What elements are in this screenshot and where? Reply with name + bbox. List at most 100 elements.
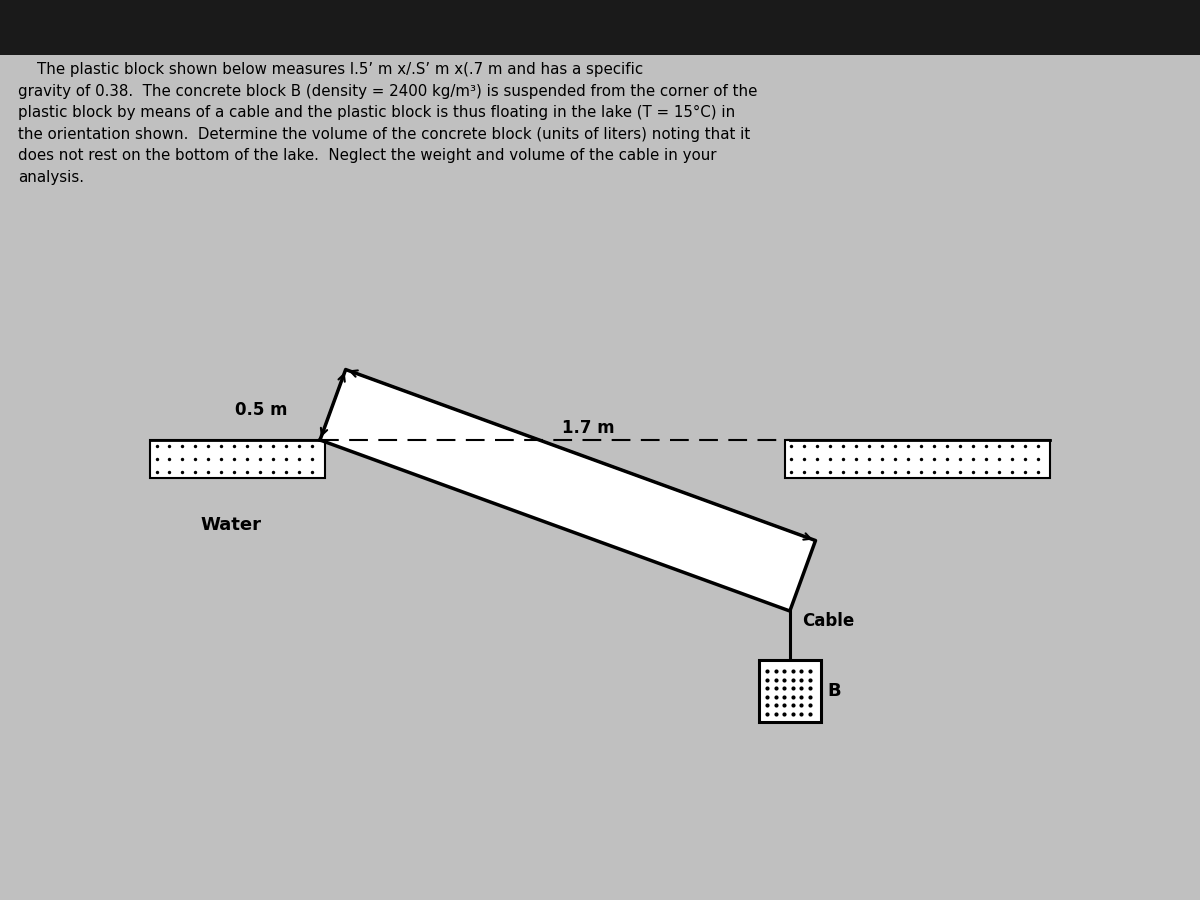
- Point: [784, 672, 803, 687]
- Point: [238, 464, 257, 479]
- Point: [186, 438, 205, 453]
- Point: [964, 451, 983, 465]
- Point: [757, 680, 776, 695]
- Point: [775, 672, 794, 687]
- Point: [912, 464, 931, 479]
- Point: [950, 451, 970, 465]
- Text: Water: Water: [200, 516, 262, 534]
- Point: [859, 464, 878, 479]
- Point: [757, 706, 776, 721]
- Point: [794, 451, 814, 465]
- Point: [1015, 464, 1034, 479]
- Point: [173, 451, 192, 465]
- Point: [977, 451, 996, 465]
- Point: [784, 680, 803, 695]
- Point: [859, 451, 878, 465]
- Point: [899, 438, 918, 453]
- Point: [899, 451, 918, 465]
- Point: [160, 438, 179, 453]
- Point: [886, 464, 905, 479]
- Point: [886, 451, 905, 465]
- Point: [859, 438, 878, 453]
- Point: [290, 451, 310, 465]
- Point: [872, 438, 892, 453]
- Bar: [785, 440, 1050, 478]
- Point: [899, 464, 918, 479]
- Point: [199, 438, 218, 453]
- Point: [173, 464, 192, 479]
- Point: [767, 664, 786, 679]
- Point: [767, 706, 786, 721]
- Point: [302, 438, 322, 453]
- Point: [792, 664, 811, 679]
- Point: [1015, 438, 1034, 453]
- Point: [775, 689, 794, 704]
- Point: [224, 464, 244, 479]
- Point: [1028, 464, 1048, 479]
- Point: [950, 438, 970, 453]
- Point: [834, 451, 853, 465]
- Point: [199, 451, 218, 465]
- Point: [251, 438, 270, 453]
- Point: [792, 680, 811, 695]
- Point: [886, 438, 905, 453]
- Point: [792, 706, 811, 721]
- Point: [977, 438, 996, 453]
- Point: [800, 689, 820, 704]
- Point: [784, 698, 803, 712]
- Point: [757, 664, 776, 679]
- Point: [950, 464, 970, 479]
- Point: [277, 451, 296, 465]
- Point: [808, 464, 827, 479]
- Point: [238, 451, 257, 465]
- Point: [912, 438, 931, 453]
- Point: [925, 451, 944, 465]
- Point: [808, 438, 827, 453]
- Point: [781, 451, 800, 465]
- Point: [937, 464, 956, 479]
- Point: [800, 680, 820, 695]
- Point: [964, 464, 983, 479]
- Text: 0.5 m: 0.5 m: [235, 400, 288, 418]
- Point: [251, 451, 270, 465]
- Point: [990, 438, 1009, 453]
- Point: [1028, 451, 1048, 465]
- Point: [800, 706, 820, 721]
- Point: [781, 464, 800, 479]
- Point: [977, 464, 996, 479]
- Point: [277, 438, 296, 453]
- Point: [212, 438, 232, 453]
- Point: [146, 464, 166, 479]
- Point: [792, 672, 811, 687]
- Text: B: B: [828, 682, 841, 700]
- Point: [781, 438, 800, 453]
- Point: [238, 438, 257, 453]
- Point: [224, 438, 244, 453]
- Point: [775, 664, 794, 679]
- Point: [925, 464, 944, 479]
- Point: [186, 464, 205, 479]
- Point: [784, 689, 803, 704]
- Point: [808, 451, 827, 465]
- Point: [160, 464, 179, 479]
- Point: [784, 706, 803, 721]
- Point: [775, 698, 794, 712]
- Point: [937, 438, 956, 453]
- Point: [757, 672, 776, 687]
- Text: Cable: Cable: [802, 611, 854, 629]
- Point: [784, 664, 803, 679]
- Point: [767, 689, 786, 704]
- Point: [290, 464, 310, 479]
- Point: [302, 451, 322, 465]
- Point: [173, 438, 192, 453]
- Point: [990, 464, 1009, 479]
- Text: The plastic block shown below measures l.5’ m x/.S’ m x(.7 m and has a specific
: The plastic block shown below measures l…: [18, 62, 757, 185]
- Point: [1003, 451, 1022, 465]
- Point: [767, 698, 786, 712]
- Point: [251, 464, 270, 479]
- Point: [800, 698, 820, 712]
- Point: [872, 464, 892, 479]
- Point: [792, 698, 811, 712]
- Point: [302, 464, 322, 479]
- Point: [847, 438, 866, 453]
